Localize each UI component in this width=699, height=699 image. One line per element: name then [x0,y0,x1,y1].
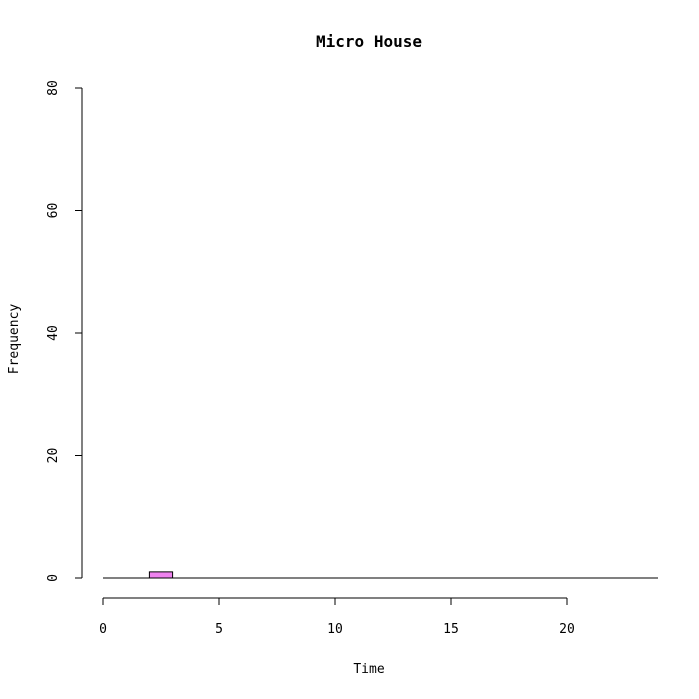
x-tick-label: 0 [99,622,107,637]
y-tick-label: 20 [46,448,61,464]
x-axis: 0 5 10 15 20 [99,597,575,637]
y-axis-label: Frequency [7,304,22,375]
y-tick-label: 0 [46,574,61,582]
histogram-bars [103,571,658,579]
y-tick-label: 80 [46,80,61,96]
y-tick-label: 40 [46,325,61,341]
y-axis: 0 20 40 60 80 [46,80,83,582]
chart-title: Micro House [316,32,422,51]
histogram-bar [148,571,174,579]
y-tick-label: 60 [46,203,61,219]
x-axis-label: Time [353,662,384,677]
x-tick-label: 5 [215,622,223,637]
x-tick-label: 10 [327,622,343,637]
x-tick-label: 20 [559,622,575,637]
x-tick-label: 15 [443,622,459,637]
